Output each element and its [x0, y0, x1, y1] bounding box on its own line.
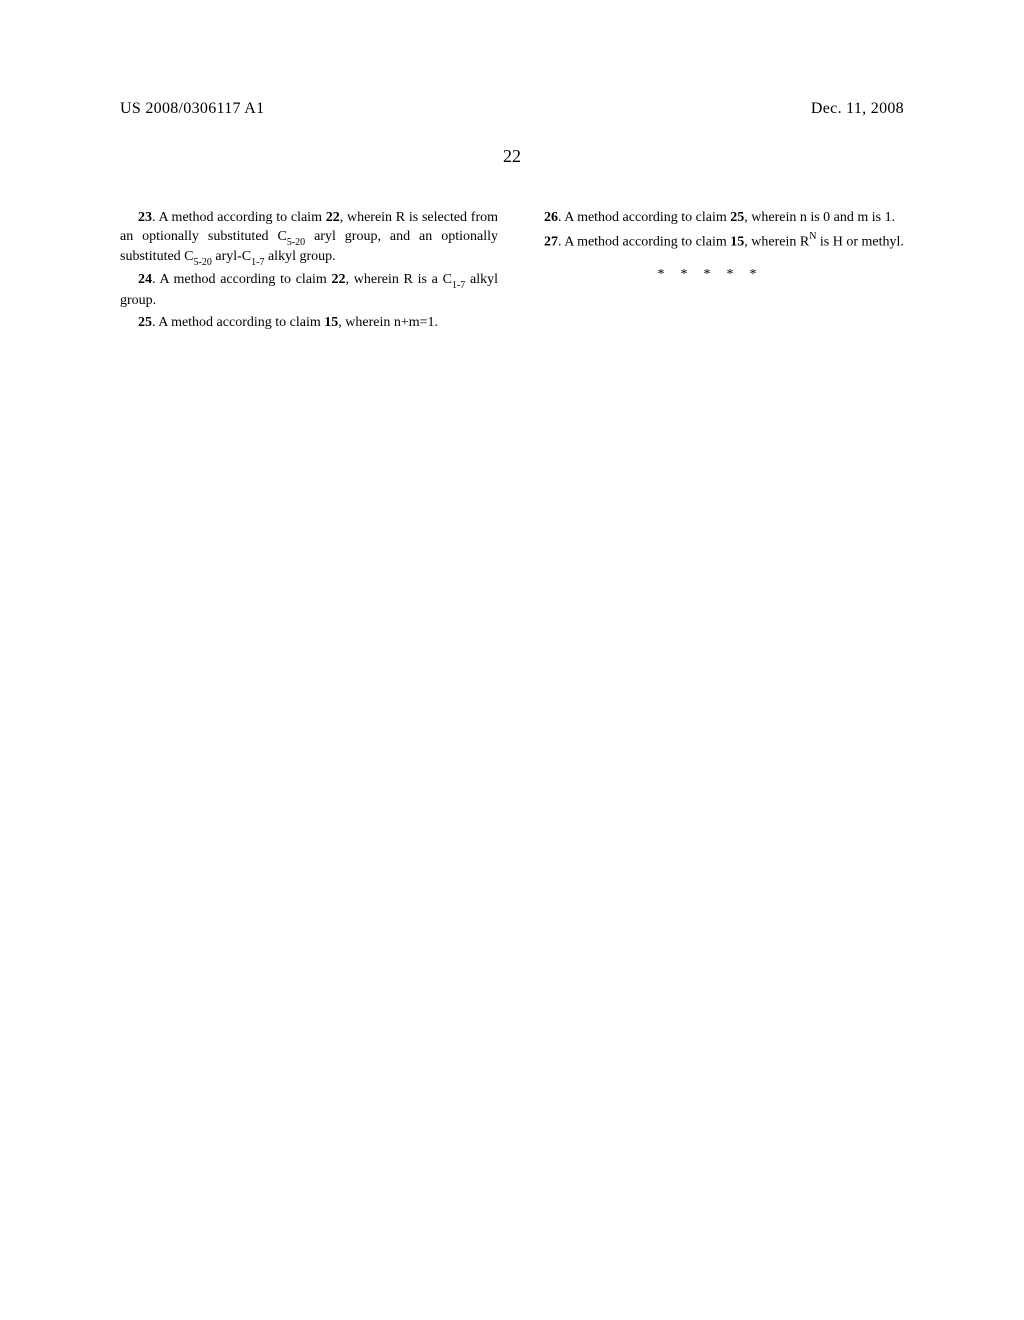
claim-ref: 15 — [324, 315, 338, 330]
claim-text: . A method according to claim — [558, 235, 730, 250]
publication-number: US 2008/0306117 A1 — [120, 100, 264, 118]
claim-number: 23 — [138, 210, 152, 225]
claim-number: 24 — [138, 272, 152, 287]
page-header: US 2008/0306117 A1 Dec. 11, 2008 — [120, 100, 904, 118]
claim-text: , wherein n+m=1. — [338, 315, 438, 330]
right-column: 26. A method according to claim 25, wher… — [526, 209, 904, 336]
subscript: 1-7 — [452, 280, 465, 291]
publication-date: Dec. 11, 2008 — [811, 100, 904, 118]
claim-26: 26. A method according to claim 25, wher… — [526, 209, 904, 228]
claim-text: aryl-C — [212, 249, 251, 264]
claim-ref: 15 — [730, 235, 744, 250]
subscript: 1-7 — [251, 257, 264, 268]
claims-columns: 23. A method according to claim 22, wher… — [120, 209, 904, 336]
claim-text: , wherein n is 0 and m is 1. — [744, 210, 895, 225]
claim-ref: 22 — [326, 210, 340, 225]
claim-27: 27. A method according to claim 15, wher… — [526, 231, 904, 253]
left-column: 23. A method according to claim 22, wher… — [120, 209, 498, 336]
end-asterisks: ***** — [526, 266, 904, 285]
claim-24: 24. A method according to claim 22, wher… — [120, 271, 498, 310]
superscript: N — [809, 231, 816, 242]
claim-text: . A method according to claim — [558, 210, 730, 225]
patent-page: US 2008/0306117 A1 Dec. 11, 2008 22 23. … — [0, 0, 1024, 336]
claim-text: alkyl group. — [264, 249, 335, 264]
claim-number: 25 — [138, 315, 152, 330]
claim-text: , wherein R is a C — [346, 272, 452, 287]
claim-number: 27 — [544, 235, 558, 250]
claim-number: 26 — [544, 210, 558, 225]
claim-text: , wherein R — [744, 235, 809, 250]
claim-text: . A method according to claim — [152, 272, 332, 287]
subscript: 5-20 — [287, 237, 305, 248]
claim-ref: 22 — [332, 272, 346, 287]
claim-25: 25. A method according to claim 15, wher… — [120, 314, 498, 333]
claim-text: is H or methyl. — [816, 235, 904, 250]
claim-23: 23. A method according to claim 22, wher… — [120, 209, 498, 268]
page-number: 22 — [120, 146, 904, 167]
claim-ref: 25 — [730, 210, 744, 225]
claim-text: . A method according to claim — [152, 210, 326, 225]
claim-text: . A method according to claim — [152, 315, 324, 330]
subscript: 5-20 — [194, 257, 212, 268]
